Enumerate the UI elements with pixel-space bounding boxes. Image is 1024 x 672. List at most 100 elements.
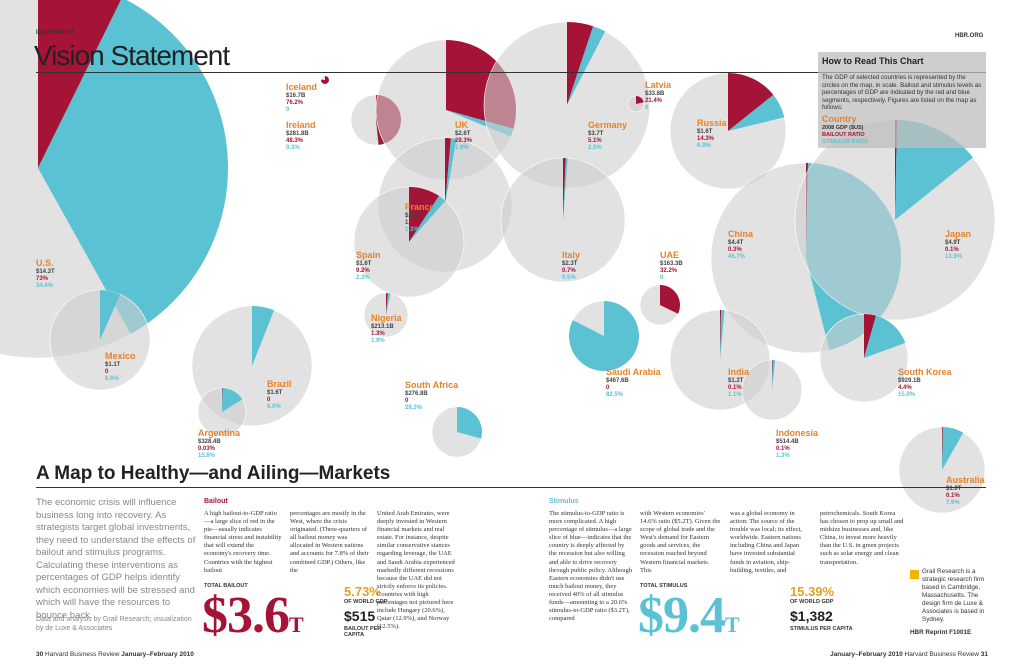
u-s-label: U.S. [36, 258, 54, 268]
iceland-label: Iceland [286, 82, 318, 92]
south-africa-stimulus: 29.3% [405, 405, 423, 411]
title-rule [36, 72, 986, 73]
france-bailout-slice [445, 138, 451, 205]
india-stimulus: 1.1% [728, 392, 742, 398]
how-to-read-title: How to Read This Chart [822, 56, 924, 66]
russia-bailout: 14.3% [697, 136, 715, 142]
brazil-stimulus: 6.0% [267, 404, 281, 410]
south-korea-bailout: 4.4% [898, 385, 912, 391]
bailout-heading: Bailout [204, 498, 228, 505]
mexico-label: Mexico [105, 351, 136, 361]
footer-right-page: 31 [980, 651, 988, 658]
stimulus-per-capita: $1,382 [790, 608, 833, 624]
argentina-label: Argentina [198, 428, 241, 438]
iceland-bailout-slice [320, 76, 330, 84]
stimulus-col-3: was a global economy in action: The sour… [730, 510, 802, 574]
france-label: France [405, 202, 435, 212]
total-bailout-value: $3.6T [202, 590, 304, 651]
article-intro: The economic crisis will influence busin… [36, 497, 196, 621]
article-credit: Data and analysis by Grail Research; vis… [36, 616, 192, 632]
russia-stimulus-slice [728, 94, 785, 131]
germany-stimulus: 2.5% [588, 145, 602, 151]
germany-gdp: $3.7T [588, 131, 604, 137]
russia-gdp: $1.6T [697, 129, 713, 135]
saudi-arabia-stimulus: 82.5% [606, 392, 624, 398]
headline-rule [36, 487, 986, 488]
indonesia-stimulus-slice [772, 360, 776, 390]
mexico-gdp: $1.1T [105, 362, 121, 368]
china-bailout: 0.3% [728, 247, 742, 253]
footer-left-publication: Harvard Business Review [45, 651, 120, 658]
ireland-stimulus-slice [376, 120, 379, 145]
argentina-bailout-slice [222, 388, 223, 412]
south-korea-stimulus: 15.0% [898, 392, 916, 398]
stimulus-pct-label: OF WORLD GDP [790, 599, 834, 605]
brazil-bailout: 0 [267, 397, 271, 403]
uae-bailout: 32.2% [660, 268, 678, 274]
stimulus-col-2: with Western economies' 14.6% ratio ($5.… [640, 510, 721, 574]
uk-stimulus: 1.9% [455, 145, 469, 151]
total-bailout-unit: T [289, 612, 304, 637]
ireland-label: Ireland [286, 120, 316, 130]
australia-stimulus-slice [942, 427, 964, 470]
bailout-col-2: percentages are mostly in the West, wher… [290, 510, 369, 574]
stimulus-pct: 15.39% [790, 584, 835, 599]
indonesia-stimulus: 1.3% [776, 453, 790, 459]
india-stimulus-slice [720, 310, 725, 360]
bailout-pct-label: OF WORLD GDP [344, 599, 388, 605]
brazil-gdp: $1.6T [267, 390, 283, 396]
indonesia-gdp: $514.4B [776, 439, 799, 445]
japan-bailout: 0.1% [945, 247, 959, 253]
legend-stimulus: STIMULUS RATIO [822, 139, 869, 145]
saudi-arabia-label: Saudi Arabia [606, 367, 661, 377]
russia-stimulus: 6.9% [697, 143, 711, 149]
article-headline: A Map to Healthy—and Ailing—Markets [36, 463, 391, 484]
uk-bailout: 29.3% [455, 138, 473, 144]
italy-gdp: $2.3T [562, 261, 578, 267]
uk-gdp: $2.6T [455, 131, 471, 137]
indonesia-label: Indonesia [776, 428, 819, 438]
japan-gdp: $4.9T [945, 240, 961, 246]
germany-label: Germany [588, 120, 628, 130]
china-stimulus: 45.7% [728, 254, 746, 260]
spain-gdp: $1.6T [356, 261, 372, 267]
footer-left: 30 Harvard Business Review January–Febru… [36, 651, 194, 658]
south-korea-stimulus-slice [864, 315, 906, 358]
spain-stimulus-slice [409, 195, 446, 242]
total-stimulus-label: TOTAL STIMULUS [640, 583, 688, 589]
kicker: IDEA WATCH [36, 30, 74, 36]
saudi-arabia-bailout: 0 [606, 385, 610, 391]
italy-stimulus: 0.5% [562, 275, 576, 281]
ireland-gdp: $281.8B [286, 131, 309, 137]
france-gdp: $2.9T [405, 213, 421, 219]
footer-right-date: January–February 2010 [830, 651, 903, 658]
italy-stimulus-slice [563, 158, 568, 220]
germany-bailout: 5.1% [588, 138, 602, 144]
india-bailout-slice [720, 310, 722, 360]
uae-bailout-slice [660, 285, 681, 314]
italy-bailout: 0.7% [562, 268, 576, 274]
stimulus-col-1: The stimulus-to-GDP ratio is more compli… [549, 510, 632, 623]
u-s-bailout: 73% [36, 276, 49, 282]
argentina-bailout: 0.03% [198, 446, 216, 452]
nigeria-bailout-slice [386, 293, 388, 315]
bailout-col-3: United Arab Emirates, were deeply invest… [377, 510, 455, 631]
footer-right-publication: Harvard Business Review [904, 651, 979, 658]
how-to-read-box: How to Read This Chart The GDP of select… [818, 52, 986, 148]
ireland-stimulus: 0.3% [286, 145, 300, 151]
south-korea-label: South Korea [898, 367, 952, 377]
australia-bailout-slice [942, 427, 943, 470]
mexico-stimulus-slice [100, 290, 121, 340]
uae-stimulus: 0 [660, 275, 664, 281]
south-africa-bailout: 0 [405, 398, 409, 404]
bailout-col-1: A high bailout-to-GDP ratio—a large slic… [204, 510, 282, 574]
italy-label: Italy [562, 250, 581, 260]
u-s-stimulus: 34.6% [36, 283, 54, 289]
argentina-gdp: $328.4B [198, 439, 221, 445]
u-s-gdp: $14.3T [36, 269, 55, 275]
total-stimulus-unit: T [725, 612, 740, 637]
india-label: India [728, 367, 750, 377]
u-s-bailout-slice [38, 0, 121, 168]
france-stimulus: 1.3% [405, 227, 419, 233]
